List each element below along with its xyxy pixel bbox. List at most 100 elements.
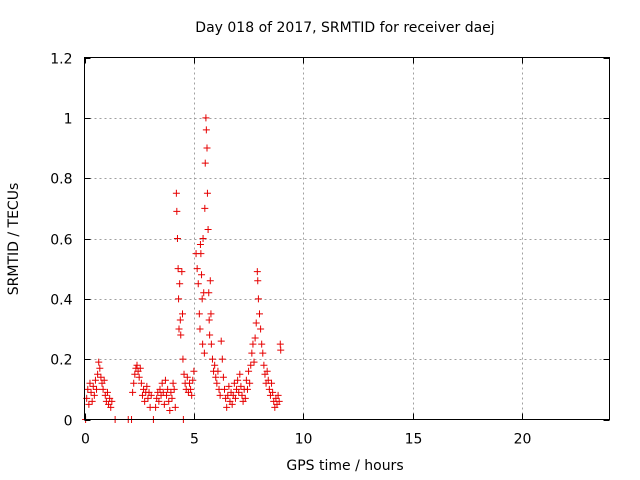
data-point — [202, 114, 210, 122]
data-point — [246, 379, 254, 387]
data-point — [243, 385, 251, 393]
data-point — [186, 379, 193, 387]
y-tick-labels: 0 0.2 0.4 0.6 0.8 1 1.2 — [50, 52, 72, 430]
data-point — [211, 361, 219, 369]
data-point — [221, 385, 228, 393]
data-point — [264, 376, 272, 384]
data-point — [275, 397, 283, 405]
data-point — [242, 376, 250, 384]
data-point — [89, 382, 97, 390]
data-point — [84, 385, 92, 393]
data-point — [218, 355, 226, 363]
data-point — [179, 310, 186, 318]
data-point — [99, 385, 107, 393]
data-point — [203, 144, 211, 152]
data-point — [256, 310, 263, 318]
data-point — [164, 385, 172, 393]
data-point — [225, 382, 233, 390]
y-tick-label: 0.6 — [50, 233, 72, 249]
y-tick-label: 0.8 — [50, 172, 72, 188]
data-point — [198, 295, 206, 303]
data-point — [254, 295, 262, 303]
data-point — [241, 394, 249, 402]
data-point — [96, 364, 104, 372]
data-point — [131, 370, 139, 378]
data-point — [249, 340, 257, 348]
data-point — [168, 394, 176, 402]
data-point — [197, 250, 205, 258]
data-point — [207, 310, 215, 318]
data-point — [213, 379, 221, 387]
data-point — [201, 159, 209, 167]
data-point — [88, 397, 96, 405]
y-tick-label: 0.4 — [50, 293, 72, 309]
data-point — [133, 361, 141, 369]
data-point — [160, 400, 168, 408]
data-point — [176, 316, 184, 324]
data-point — [205, 289, 213, 297]
data-point — [97, 373, 105, 381]
data-point — [268, 379, 276, 387]
data-point — [172, 189, 180, 197]
data-point — [141, 397, 149, 405]
data-points — [82, 114, 285, 423]
plot-frame — [84, 57, 610, 420]
data-point — [238, 391, 246, 399]
data-point — [196, 325, 204, 333]
data-point — [258, 340, 266, 348]
y-axis-label: SRMTID / TECUs — [6, 183, 22, 296]
data-point — [248, 349, 256, 357]
data-point — [130, 379, 138, 387]
data-point — [158, 379, 166, 387]
data-point — [85, 400, 93, 408]
data-point — [219, 373, 227, 381]
data-point — [277, 346, 285, 354]
data-point — [257, 325, 265, 333]
data-point — [216, 391, 224, 399]
data-point — [260, 361, 268, 369]
data-point — [201, 204, 209, 212]
data-point — [94, 370, 102, 378]
data-point — [173, 235, 181, 242]
data-point — [95, 358, 103, 366]
data-point — [167, 388, 175, 396]
data-point — [161, 376, 169, 384]
y-tick-label: 1.2 — [50, 52, 72, 68]
data-point — [183, 373, 191, 381]
data-point — [179, 355, 187, 363]
chart-title: Day 018 of 2017, SRMTID for receiver dae… — [195, 20, 494, 36]
data-point — [202, 126, 210, 134]
data-point — [107, 403, 115, 411]
data-point — [217, 337, 225, 345]
data-point — [274, 391, 282, 399]
y-tick-label: 1 — [64, 112, 73, 128]
data-point — [252, 319, 260, 327]
data-point — [203, 189, 211, 197]
data-point — [159, 388, 167, 396]
data-point — [195, 310, 203, 318]
data-point — [87, 388, 95, 396]
data-point — [196, 241, 204, 249]
data-point — [265, 385, 273, 393]
data-point — [254, 277, 262, 285]
data-point — [165, 397, 173, 405]
data-point — [180, 370, 188, 378]
x-tick-label: 15 — [405, 432, 423, 448]
data-point — [276, 340, 284, 348]
data-point — [129, 388, 137, 396]
x-axis-label: GPS time / hours — [286, 458, 403, 474]
data-point — [194, 280, 202, 288]
data-point — [178, 268, 186, 276]
x-tick-labels: 0 5 10 15 20 — [81, 432, 531, 448]
data-point — [198, 271, 206, 279]
data-point — [230, 379, 238, 387]
data-point — [193, 265, 201, 273]
data-point — [236, 370, 244, 378]
data-point — [173, 207, 181, 215]
data-point — [103, 388, 111, 396]
data-point — [206, 277, 214, 285]
data-point — [247, 361, 255, 369]
axis-ticks — [84, 57, 610, 421]
data-point — [188, 391, 196, 399]
